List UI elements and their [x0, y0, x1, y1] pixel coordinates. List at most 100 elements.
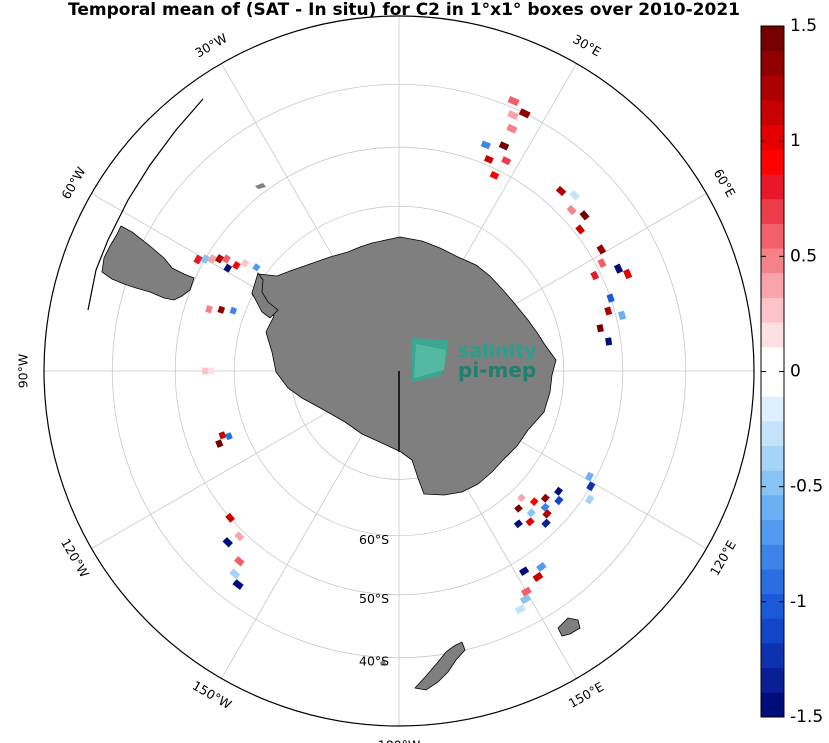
latitude-label: 40°S	[359, 654, 389, 669]
colorbar-segment	[761, 198, 784, 224]
data-cell	[518, 108, 531, 119]
longitude-label: 30°E	[570, 31, 604, 59]
data-cell	[207, 254, 217, 264]
data-cell	[498, 141, 510, 151]
data-cell	[208, 367, 214, 375]
salinity-pimep-logo: salinity pi-mep	[412, 338, 537, 382]
colorbar-segment	[761, 297, 784, 323]
colorbar-segment	[761, 544, 784, 570]
data-cell	[618, 310, 626, 320]
longitude-label: 180°W	[378, 738, 420, 743]
colorbar-segment	[761, 174, 784, 200]
data-cell	[586, 481, 596, 492]
data-cell	[214, 254, 224, 264]
data-cell	[484, 155, 494, 164]
data-cell	[540, 502, 550, 512]
colorbar-segment	[761, 420, 784, 447]
data-cell	[200, 254, 210, 264]
data-cell	[596, 244, 607, 255]
data-cell	[605, 337, 613, 346]
data-cell	[519, 566, 530, 576]
data-cell	[590, 270, 600, 281]
data-cell	[232, 260, 241, 270]
longitude-label: 150°W	[190, 678, 234, 712]
colorbar-tick-label: 0	[790, 362, 801, 382]
data-cell	[596, 324, 604, 333]
colorbar-tick-label: 1.5	[790, 16, 817, 36]
colorbar-segment	[761, 26, 784, 52]
colorbar-segment	[761, 494, 784, 521]
data-cell	[623, 268, 633, 280]
africa-coastline	[87, 98, 204, 311]
longitude-label: 150°E	[566, 679, 607, 711]
meridian-line	[221, 417, 373, 679]
data-cell	[585, 471, 594, 482]
data-cell	[521, 586, 532, 597]
map-frame	[43, 15, 755, 727]
new-zealand-landmass	[414, 641, 466, 691]
latitude-label: 60°S	[359, 532, 389, 547]
landmasses	[87, 98, 581, 691]
south-georgia-island	[255, 183, 266, 189]
longitude-label: 120°E	[707, 538, 739, 579]
colorbar-tick-label: 0.5	[790, 246, 817, 266]
latitude-label: 50°S	[359, 591, 389, 606]
colorbar-segment	[761, 124, 784, 150]
colorbar-segment	[761, 371, 784, 397]
data-cell	[218, 431, 227, 440]
colorbar-segment	[761, 223, 784, 249]
colorbar-segment	[761, 396, 784, 422]
colorbar-tick-label: -1.5	[790, 707, 823, 727]
data-cell	[240, 258, 250, 268]
colorbar-tick-label: -1	[790, 592, 807, 612]
colorbar-tick-label: 1	[790, 131, 801, 151]
data-cell	[205, 305, 213, 314]
data-cell	[520, 594, 532, 605]
colorbar-segment	[761, 470, 784, 496]
data-cell	[514, 504, 523, 513]
colorbar-segment	[761, 642, 784, 669]
data-cell	[234, 556, 245, 567]
antarctic-peninsula	[251, 272, 279, 319]
colorbar-segment	[761, 667, 784, 693]
data-cell	[542, 509, 552, 519]
colorbar-segment	[761, 568, 784, 595]
colorbar-segment	[761, 149, 784, 175]
data-cell	[566, 204, 577, 216]
colorbar-segment	[761, 50, 784, 76]
data-cell	[575, 224, 585, 235]
data-cell	[507, 96, 520, 107]
data-cell	[252, 263, 261, 272]
data-cell	[606, 293, 615, 303]
data-cell	[584, 494, 595, 505]
colorbar-segment	[761, 75, 784, 101]
data-cell	[569, 190, 580, 201]
data-cell	[489, 170, 500, 180]
longitude-label: 60°W	[58, 164, 88, 201]
data-cell	[507, 110, 519, 120]
prime-edward-islands	[380, 660, 386, 666]
data-cell	[223, 263, 233, 273]
data-cell	[514, 604, 526, 615]
colorbar-segment	[761, 445, 784, 471]
tasmania-landmass	[557, 617, 581, 637]
data-cell	[604, 306, 613, 316]
meridian-line	[91, 397, 353, 549]
data-cell	[597, 258, 607, 268]
data-cell	[234, 531, 245, 542]
colorbar-segment	[761, 272, 784, 298]
data-cell	[222, 254, 231, 264]
data-cell	[229, 306, 238, 315]
data-cell	[193, 254, 203, 265]
colorbar-segment	[761, 100, 784, 126]
data-cell	[554, 486, 563, 496]
data-cell	[501, 156, 512, 166]
data-cell	[529, 497, 539, 506]
data-cell	[540, 493, 550, 503]
longitude-label: 0°E	[388, 0, 410, 3]
colorbar-segment	[761, 618, 784, 644]
data-cell	[541, 518, 551, 528]
data-cell	[480, 140, 491, 150]
data-cell	[225, 512, 235, 523]
